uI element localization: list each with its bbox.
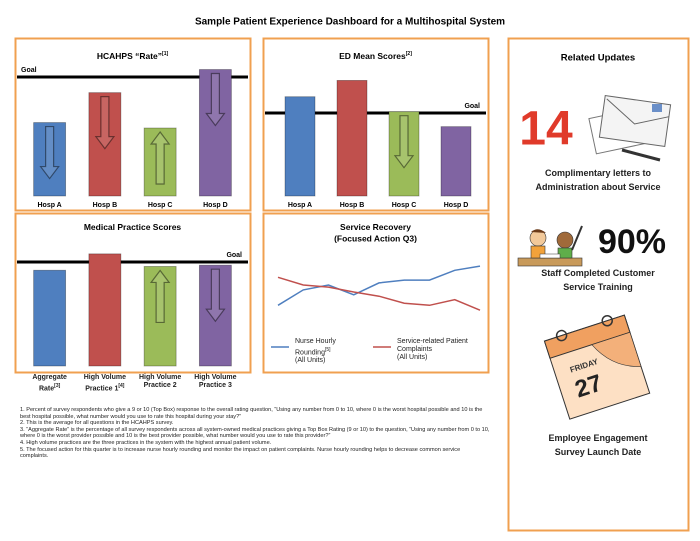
legend-name: Service-related Patient Complaints xyxy=(397,338,468,353)
footnote: 3. “Aggregate Rate” is the percentage of… xyxy=(20,426,490,440)
update-figure: 14 xyxy=(519,103,573,156)
updates-panel xyxy=(507,37,690,532)
update-figure: 90% xyxy=(598,223,666,261)
goal-label: Goal xyxy=(226,252,242,259)
x-tick-label: Hosp A xyxy=(38,202,62,209)
bar xyxy=(143,127,177,197)
x-tick-label: Hosp C xyxy=(148,202,173,209)
bar xyxy=(440,126,472,197)
update-text: Employee Engagement Survey Launch Date xyxy=(548,433,648,457)
legend-unit: (All Units) xyxy=(295,357,326,365)
chart-title: ED Mean Scores[2] xyxy=(339,51,412,61)
x-tick-label: High Volume Practice 3 xyxy=(188,374,242,390)
bar xyxy=(33,122,67,197)
envelope-icon xyxy=(588,95,672,162)
category-note: [4] xyxy=(118,383,125,389)
chart-title-text: Medical Practice Scores xyxy=(84,222,182,232)
chart-title: HCAHPS “Rate”[1] xyxy=(97,51,169,61)
panel xyxy=(14,37,252,212)
x-tick-label: Hosp B xyxy=(93,202,118,209)
bar xyxy=(88,92,122,197)
x-tick-label: Hosp B xyxy=(340,202,365,209)
footnotes: 1. Percent of survey respondents who giv… xyxy=(20,407,490,460)
chart-title-text: HCAHPS “Rate” xyxy=(97,51,162,61)
footnote: 4. High volume practices are the three p… xyxy=(20,439,272,446)
update-text: Staff Completed Customer Service Trainin… xyxy=(541,268,655,292)
bar-arrow xyxy=(205,268,226,323)
page-title: Sample Patient Experience Dashboard for … xyxy=(195,17,505,28)
goal-label: Goal xyxy=(21,67,37,74)
chart-subtitle: (Focused Action Q3) xyxy=(334,233,417,243)
kids-icon xyxy=(517,225,583,267)
category-note: [3] xyxy=(54,383,61,389)
panel xyxy=(14,212,252,374)
bar xyxy=(198,264,232,367)
chart-title: Service Recovery xyxy=(340,222,411,232)
line xyxy=(277,276,481,311)
line xyxy=(277,265,481,306)
chart-title: Medical Practice Scores xyxy=(84,222,182,232)
chart-title-note: [1] xyxy=(162,51,168,57)
updates-title: Related Updates xyxy=(561,53,635,64)
goal-label: Goal xyxy=(464,103,480,110)
update-text: Complimentary letters to Administration … xyxy=(535,168,661,192)
x-tick-label: Hosp C xyxy=(392,202,417,209)
chart-title-text: ED Mean Scores xyxy=(339,51,406,61)
bar-arrow xyxy=(205,72,226,127)
x-tick-label: High Volume Practice 1[4] xyxy=(78,374,132,393)
category-text: Aggregate Rate xyxy=(32,374,67,393)
x-tick-label: Hosp D xyxy=(444,202,469,209)
bar xyxy=(198,69,232,197)
bar xyxy=(88,253,122,367)
bar-arrow xyxy=(149,269,171,324)
legend-name: Nurse Hourly Rounding xyxy=(295,338,336,357)
legend-entry: Nurse Hourly Rounding[5] (All Units) xyxy=(295,338,357,365)
legend-unit: (All Units) xyxy=(397,354,428,361)
footnote: 1. Percent of survey respondents who giv… xyxy=(20,407,483,420)
bar-arrow xyxy=(149,131,171,185)
bar-arrow xyxy=(39,125,60,180)
x-tick-label: Aggregate Rate[3] xyxy=(23,374,77,393)
bar xyxy=(336,80,368,197)
legend-entry: Service-related Patient Complaints (All U… xyxy=(397,338,479,362)
x-tick-label: High Volume Practice 2 xyxy=(133,374,187,390)
category-text: High Volume Practice 1 xyxy=(83,374,126,393)
footnote: 5. The focused action for this quarter i… xyxy=(20,446,461,460)
calendar-icon: 27 FRIDAY xyxy=(543,314,651,420)
chart-title-text: Service Recovery xyxy=(340,222,411,232)
legend-note: [5] xyxy=(324,347,331,353)
footnote: 2. This is the average for all questions… xyxy=(20,420,174,427)
x-tick-label: Hosp A xyxy=(288,202,312,209)
bar xyxy=(284,96,316,197)
bar xyxy=(388,111,420,197)
chart-title-note: [2] xyxy=(406,51,412,57)
bar-arrow xyxy=(94,96,116,150)
bar-arrow xyxy=(393,115,415,169)
category-text: High Volume Practice 3 xyxy=(194,374,237,389)
x-tick-label: Hosp D xyxy=(203,202,228,209)
panel xyxy=(262,212,490,374)
category-text: High Volume Practice 2 xyxy=(138,374,182,389)
bar xyxy=(143,266,177,367)
panel xyxy=(262,37,490,212)
bar xyxy=(33,269,67,367)
